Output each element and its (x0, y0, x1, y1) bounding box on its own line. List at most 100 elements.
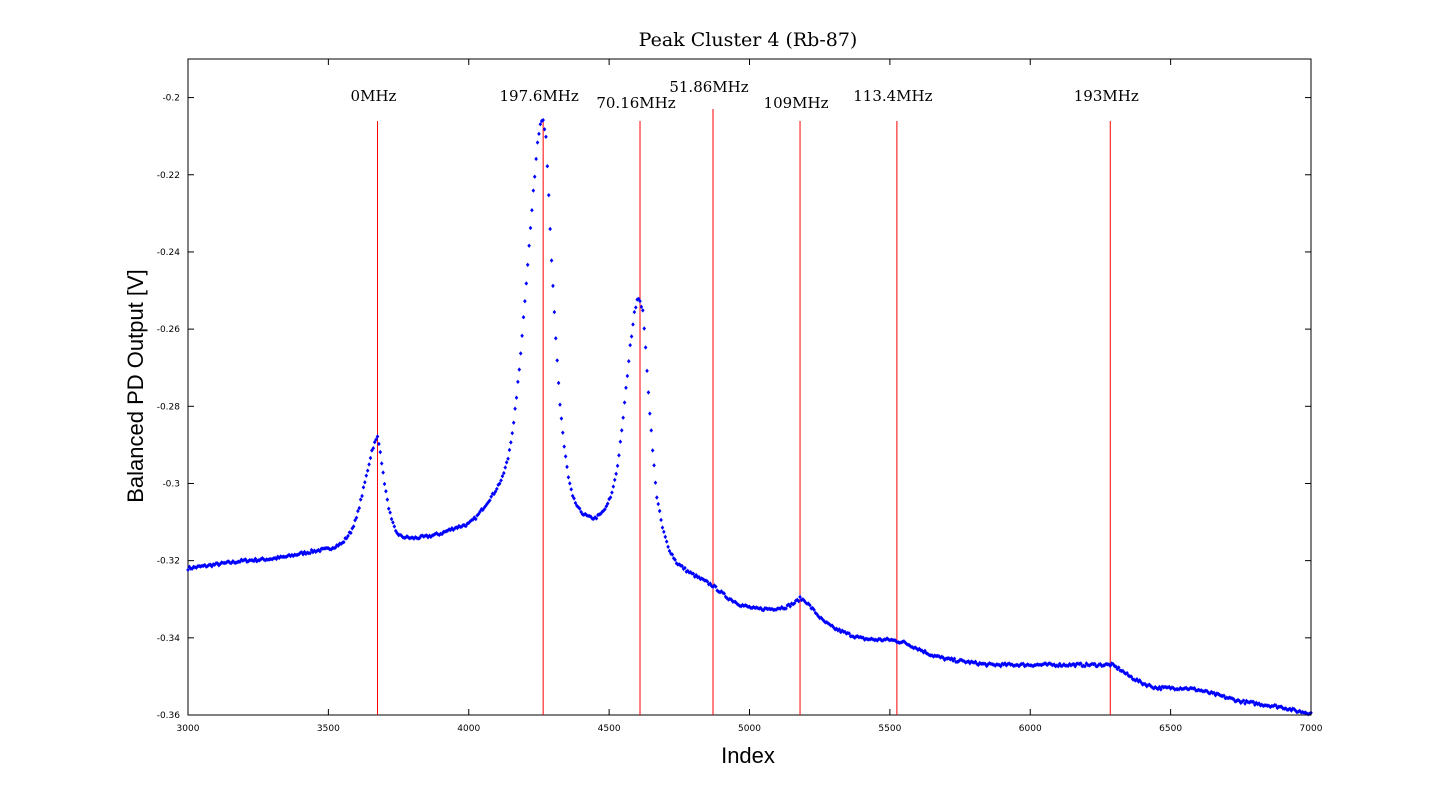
data-point (1182, 686, 1187, 691)
data-point (705, 579, 710, 584)
data-point (326, 546, 331, 551)
data-point (370, 448, 374, 453)
data-point (349, 530, 353, 536)
data-point (389, 516, 394, 522)
data-point (712, 583, 717, 588)
data-point (904, 641, 909, 647)
data-point (273, 555, 277, 561)
data-point (368, 455, 373, 461)
data-point (405, 534, 409, 539)
data-point (436, 532, 440, 537)
data-point (674, 561, 679, 566)
data-point (549, 258, 554, 263)
data-point (970, 659, 975, 665)
data-point (993, 663, 997, 668)
data-point (339, 541, 343, 547)
data-point (1024, 663, 1028, 668)
data-point (1153, 684, 1157, 690)
data-point (618, 439, 623, 444)
data-point (497, 481, 502, 486)
data-point (336, 543, 341, 549)
data-point (451, 527, 456, 533)
data-point (553, 336, 558, 341)
data-point (524, 281, 529, 286)
data-point (1236, 697, 1240, 703)
data-point (285, 553, 290, 559)
data-point (594, 516, 599, 521)
data-point (826, 621, 830, 626)
data-point (914, 646, 919, 651)
data-point (779, 604, 784, 610)
data-point (357, 505, 362, 511)
data-point (1057, 661, 1062, 666)
data-point (1048, 661, 1052, 666)
data-point (562, 444, 567, 449)
data-point (420, 533, 425, 538)
data-point (572, 496, 576, 501)
data-point (561, 430, 565, 435)
data-point (312, 548, 317, 553)
x-tick-label: 4500 (598, 724, 621, 734)
data-point (374, 437, 378, 442)
data-point (718, 590, 722, 595)
y-tick-label: -0.28 (157, 402, 181, 412)
data-point (492, 491, 496, 497)
data-point (677, 562, 682, 567)
data-point (344, 536, 349, 541)
data-point (391, 520, 395, 525)
data-point (473, 516, 478, 522)
data-point (664, 539, 669, 544)
data-point (728, 596, 732, 602)
data-point (1241, 698, 1246, 703)
data-point (972, 660, 976, 665)
data-point (792, 601, 797, 606)
data-point (791, 602, 795, 607)
data-point (245, 559, 249, 565)
data-point (417, 535, 422, 541)
data-point (580, 511, 585, 517)
data-point (611, 484, 616, 489)
data-point (315, 548, 319, 553)
data-point (215, 561, 220, 566)
data-point (604, 504, 609, 509)
data-point (242, 557, 246, 563)
data-point (203, 562, 207, 568)
data-point (739, 604, 743, 609)
data-point (254, 559, 259, 564)
data-point (1282, 706, 1287, 712)
data-point (416, 536, 421, 541)
data-point (796, 598, 801, 604)
data-point (329, 547, 333, 552)
data-point (614, 471, 618, 477)
data-point (648, 411, 652, 416)
data-point (709, 583, 714, 589)
data-point (1034, 662, 1038, 668)
data-point (798, 594, 802, 600)
y-tick-label: -0.24 (157, 248, 181, 258)
data-point (412, 536, 416, 541)
data-point (525, 262, 530, 268)
data-point (520, 333, 524, 339)
data-point (917, 646, 922, 652)
data-point (573, 500, 578, 506)
data-point (1066, 663, 1070, 669)
data-point (471, 517, 475, 522)
data-point (302, 549, 307, 555)
data-point (1116, 665, 1121, 670)
data-point (568, 481, 572, 486)
data-point (541, 117, 545, 123)
data-point (429, 534, 433, 540)
data-point (1206, 690, 1211, 696)
data-point (632, 309, 637, 315)
data-point (984, 663, 989, 669)
x-tick-label: 5000 (738, 724, 761, 734)
data-point (375, 434, 380, 439)
data-point (544, 134, 548, 139)
data-point (615, 463, 620, 469)
marker-label: 113.4MHz (853, 87, 932, 105)
data-point (969, 659, 974, 664)
data-point (1158, 687, 1163, 692)
data-point (365, 468, 370, 473)
data-point (721, 590, 725, 595)
